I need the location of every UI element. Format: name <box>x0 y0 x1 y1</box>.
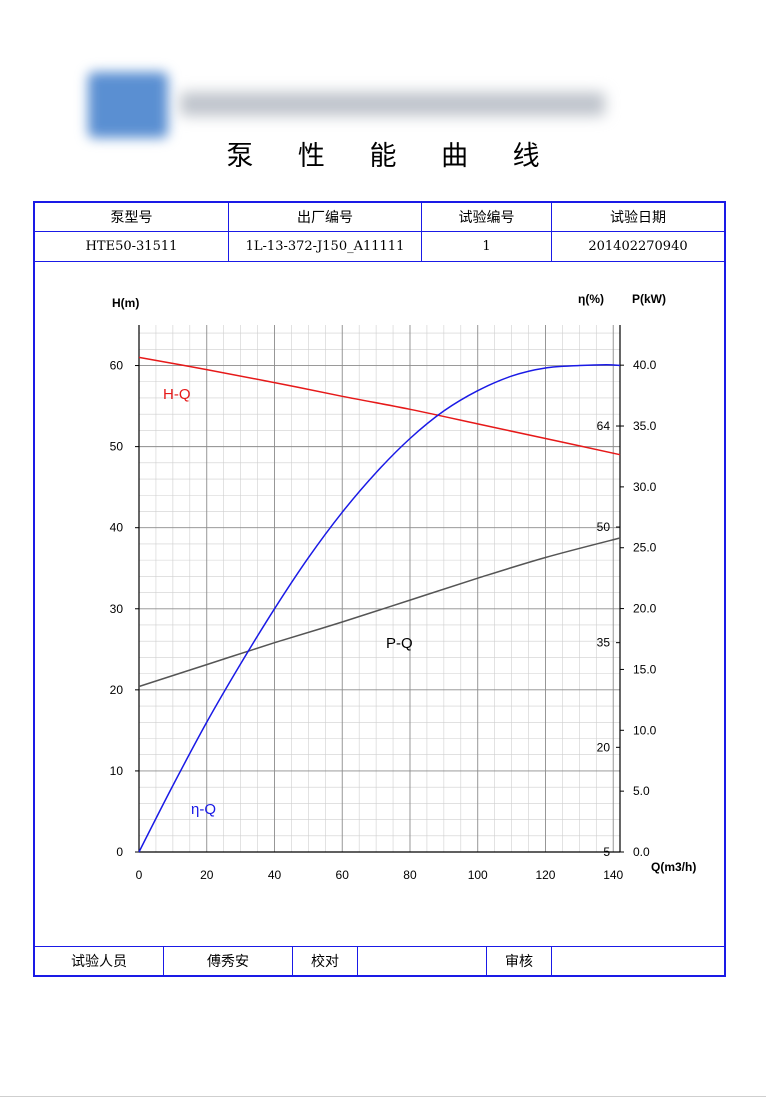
left-tick-label: 10 <box>110 764 124 778</box>
review-label: 审核 <box>505 954 533 970</box>
signature-divider <box>163 946 164 975</box>
tester-name: 傅秀安 <box>207 954 249 970</box>
eta-tick-label: 20 <box>597 740 611 754</box>
x-tick-label: 80 <box>403 868 417 882</box>
series-label-eta-q: η-Q <box>191 801 216 818</box>
signature-divider <box>292 946 293 975</box>
right-tick-label: 0.0 <box>633 845 650 859</box>
left-tick-label: 0 <box>116 845 123 859</box>
value-test-number: 1 <box>482 239 491 254</box>
x-tick-label: 100 <box>468 868 488 882</box>
right-tick-label: 20.0 <box>633 602 657 616</box>
eta-tick-label: 5 <box>603 845 610 859</box>
x-tick-label: 120 <box>535 868 555 882</box>
right-tick-label: 15.0 <box>633 662 657 676</box>
series-line-eta-q <box>138 363 621 853</box>
eta-tick-label: 50 <box>597 520 611 534</box>
table-divider <box>35 261 724 262</box>
left-tick-label: 50 <box>110 440 124 454</box>
right-axis-label: P(kW) <box>632 292 666 306</box>
value-serial-number: 1L-13-372-J150_A11111 <box>245 239 405 254</box>
eta-tick-label: 35 <box>597 636 611 650</box>
tester-label: 试验人员 <box>71 954 127 970</box>
left-tick-label: 30 <box>110 602 124 616</box>
x-tick-label: 140 <box>603 868 623 882</box>
x-tick-label: 60 <box>336 868 350 882</box>
signature-divider <box>486 946 487 975</box>
company-logo <box>88 72 168 138</box>
table-divider <box>421 203 422 262</box>
header-test-date: 试验日期 <box>610 210 666 226</box>
right-tick-label: 25.0 <box>633 541 657 555</box>
right-tick-label: 35.0 <box>633 419 657 433</box>
header-serial-number: 出厂编号 <box>297 210 353 226</box>
header-test-number: 试验编号 <box>458 210 515 226</box>
right-tick-label: 40.0 <box>633 358 657 372</box>
x-axis-label: Q(m3/h) <box>651 860 696 874</box>
eta-tick-label: 64 <box>597 419 611 433</box>
left-tick-label: 40 <box>110 521 124 535</box>
header-pump-model: 泵型号 <box>110 210 153 226</box>
x-tick-label: 20 <box>200 868 214 882</box>
company-name-blurred <box>180 92 605 116</box>
table-divider <box>35 231 724 232</box>
series-label-h-q: H-Q <box>163 386 191 403</box>
eta-axis-label: η(%) <box>578 292 604 306</box>
check-label: 校对 <box>311 954 339 970</box>
series-line-h-q <box>138 356 621 456</box>
signature-divider <box>551 946 552 975</box>
series-line-p-q <box>138 537 621 688</box>
company-header-blurred <box>88 72 613 138</box>
series-label-p-q: P-Q <box>386 635 413 652</box>
x-tick-label: 0 <box>136 868 143 882</box>
document-title: 泵 性 能 曲 线 <box>226 141 558 172</box>
signature-divider <box>35 946 724 947</box>
value-pump-model: HTE50-31511 <box>85 239 178 254</box>
left-axis-label: H(m) <box>112 296 139 310</box>
table-divider <box>228 203 229 262</box>
table-divider <box>551 203 552 262</box>
right-tick-label: 30.0 <box>633 480 657 494</box>
signature-divider <box>357 946 358 975</box>
right-tick-label: 5.0 <box>633 784 650 798</box>
report-frame: 泵型号 出厂编号 试验编号 试验日期 HTE50-31511 1L-13-372… <box>33 201 726 977</box>
left-tick-label: 60 <box>110 359 124 373</box>
left-tick-label: 20 <box>110 683 124 697</box>
x-tick-label: 40 <box>268 868 282 882</box>
value-test-date: 201402270940 <box>588 239 688 254</box>
right-tick-label: 10.0 <box>633 723 657 737</box>
